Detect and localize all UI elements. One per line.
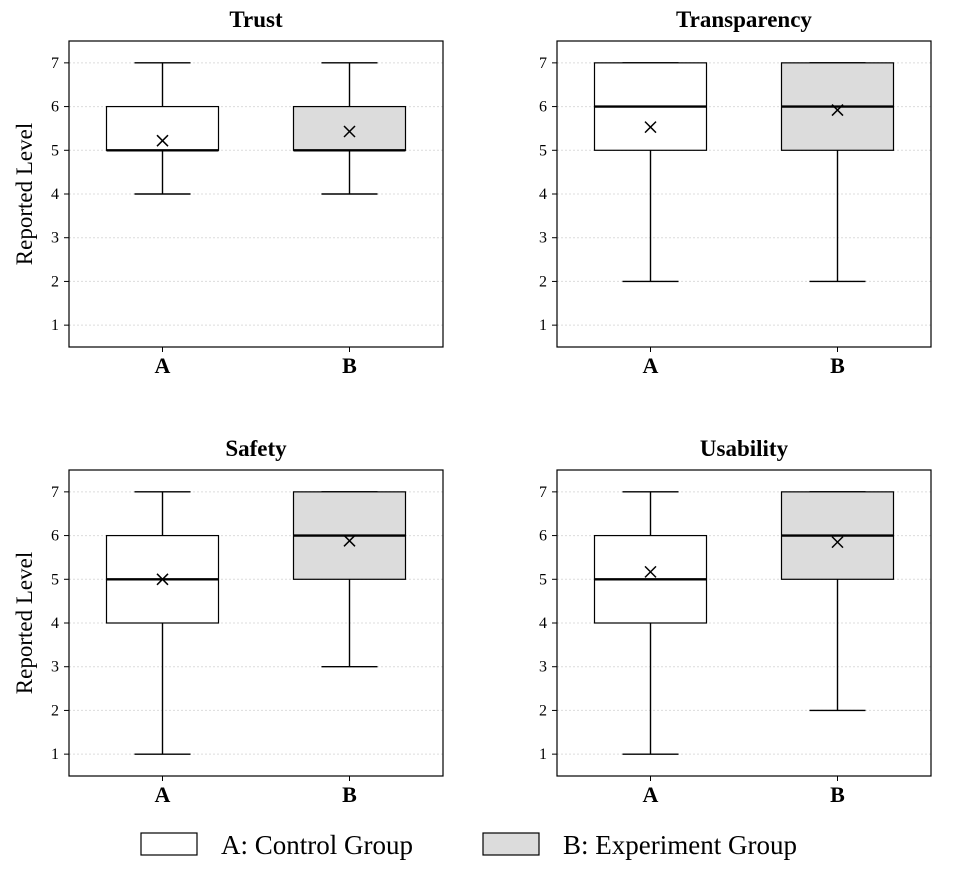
- mean-marker-stroke: [831, 536, 844, 549]
- y-tick-label: 3: [51, 230, 59, 247]
- iqr-box: [292, 105, 407, 151]
- y-axis-label: Reported Level: [12, 123, 37, 265]
- category-label: A: [643, 782, 659, 807]
- mean-marker: [343, 125, 356, 138]
- mean-marker-stroke: [156, 134, 169, 147]
- y-tick-label: 7: [539, 484, 547, 501]
- box-b: B: [780, 491, 895, 807]
- plot-frame: [556, 40, 932, 348]
- mean-marker-stroke: [156, 573, 169, 586]
- y-tick-label: 1: [51, 317, 59, 334]
- y-tick-label: 5: [51, 571, 59, 588]
- category-label: B: [342, 782, 357, 807]
- box-b: B: [780, 62, 895, 378]
- legend-label-control: A: Control Group: [221, 830, 413, 860]
- y-tick-label: 7: [51, 484, 59, 501]
- plot-frame: [556, 469, 932, 777]
- y-tick-label: 7: [51, 55, 59, 72]
- mean-marker-stroke: [644, 565, 657, 578]
- y-tick-label: 2: [51, 702, 59, 719]
- mean-marker: [831, 536, 844, 549]
- plot-frame: [68, 469, 444, 777]
- mean-marker: [644, 565, 657, 578]
- y-tick-label: 5: [539, 142, 547, 159]
- panel-trust: 1 2 3 4 5 6 7 Trust Reported Level A B: [12, 7, 444, 378]
- box-a: A: [593, 62, 708, 378]
- mean-marker: [343, 534, 356, 547]
- mean-marker: [156, 134, 169, 147]
- category-label: B: [342, 353, 357, 378]
- box-a: A: [105, 62, 220, 378]
- y-tick-label: 3: [539, 659, 547, 676]
- legend: A: Control Group B: Experiment Group: [140, 830, 797, 860]
- category-label: B: [830, 353, 845, 378]
- panel-transparency: 1 2 3 4 5 6 7 Transparency A B: [539, 7, 932, 378]
- mean-marker-stroke: [343, 534, 356, 547]
- y-tick-label: 5: [51, 142, 59, 159]
- y-tick-label: 2: [539, 273, 547, 290]
- y-tick-label: 3: [539, 230, 547, 247]
- box-b: B: [292, 491, 407, 807]
- y-tick-label: 5: [539, 571, 547, 588]
- box-a: A: [105, 491, 220, 807]
- panel-usability: 1 2 3 4 5 6 7 Usability A B: [539, 436, 932, 807]
- y-tick-label: 4: [539, 186, 547, 203]
- y-tick-label: 2: [539, 702, 547, 719]
- panel-title: Trust: [229, 7, 283, 32]
- y-tick-label: 1: [539, 317, 547, 334]
- mean-marker-stroke: [343, 125, 356, 138]
- panels: 1 2 3 4 5 6 7 Trust Reported Level A B 1 2 3 4 5 6 7 Trans…: [12, 7, 932, 807]
- y-tick-label: 6: [51, 528, 59, 545]
- y-tick-label: 4: [51, 615, 59, 632]
- y-tick-label: 2: [51, 273, 59, 290]
- category-label: A: [155, 782, 171, 807]
- panel-title: Usability: [700, 436, 789, 461]
- category-label: A: [155, 353, 171, 378]
- y-tick-label: 1: [51, 746, 59, 763]
- y-tick-label: 6: [51, 99, 59, 116]
- y-tick-label: 7: [539, 55, 547, 72]
- panel-safety: 1 2 3 4 5 6 7 Safety Reported Level A B: [12, 436, 444, 807]
- panel-title: Safety: [225, 436, 287, 461]
- y-tick-label: 6: [539, 99, 547, 116]
- y-tick-label: 4: [51, 186, 59, 203]
- mean-marker-stroke: [644, 121, 657, 134]
- mean-marker: [156, 573, 169, 586]
- mean-marker: [644, 121, 657, 134]
- legend-swatch-control: [140, 832, 198, 856]
- y-tick-label: 4: [539, 615, 547, 632]
- plot-frame: [68, 40, 444, 348]
- box-b: B: [292, 62, 407, 378]
- legend-swatch-experiment: [482, 832, 540, 856]
- mean-marker: [831, 104, 844, 117]
- legend-label-experiment: B: Experiment Group: [563, 830, 797, 860]
- panel-title: Transparency: [676, 7, 812, 32]
- category-label: A: [643, 353, 659, 378]
- y-tick-label: 3: [51, 659, 59, 676]
- mean-marker-stroke: [831, 104, 844, 117]
- y-axis-label: Reported Level: [12, 552, 37, 694]
- y-tick-label: 1: [539, 746, 547, 763]
- iqr-box: [105, 105, 220, 151]
- category-label: B: [830, 782, 845, 807]
- y-tick-label: 6: [539, 528, 547, 545]
- box-a: A: [593, 491, 708, 807]
